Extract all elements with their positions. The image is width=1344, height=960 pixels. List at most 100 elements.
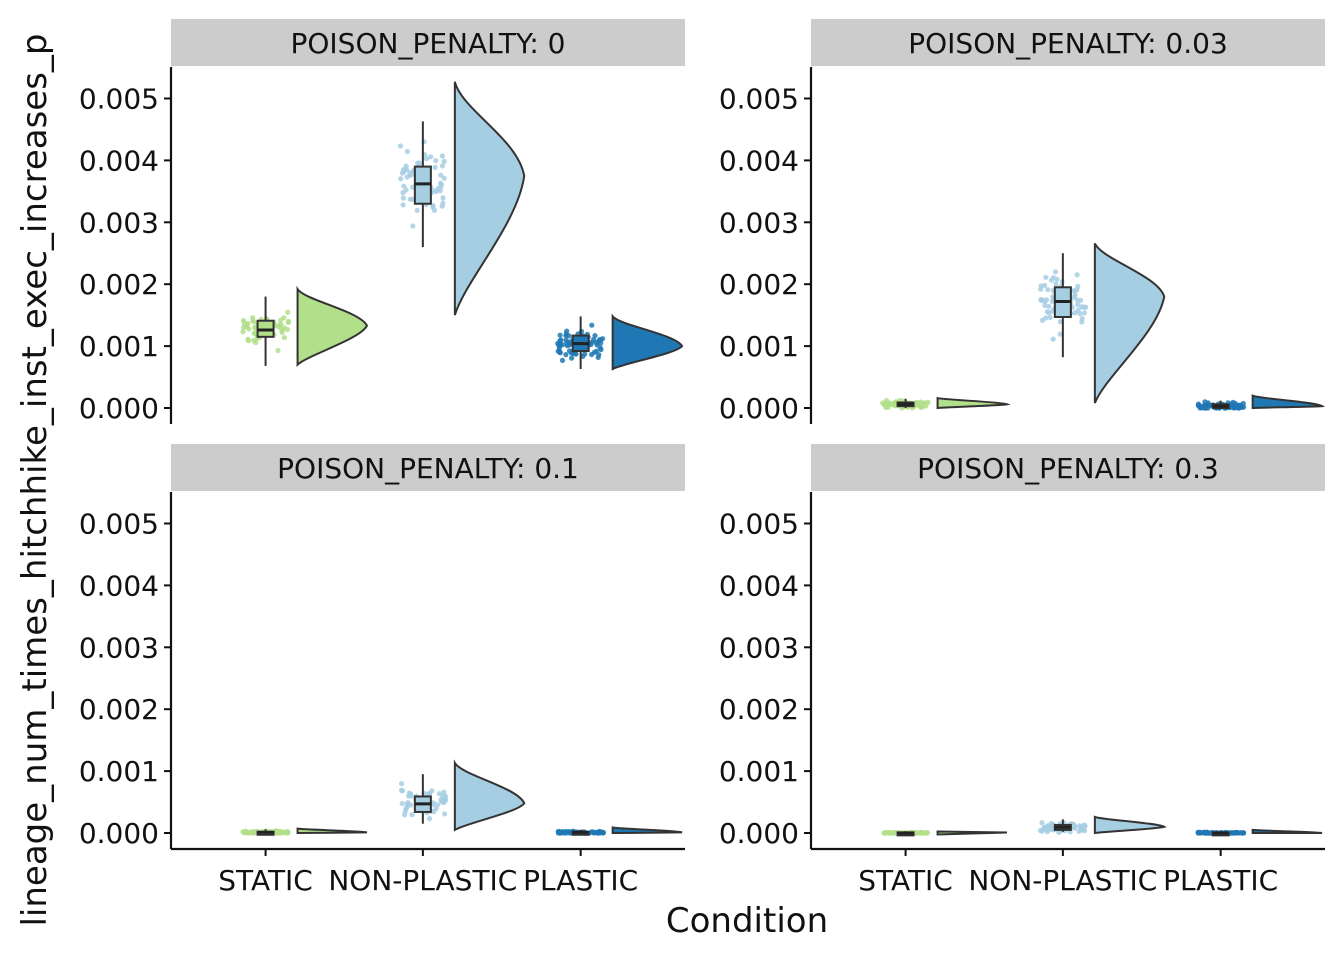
data-point [1053,281,1059,287]
data-point [559,357,566,363]
data-point [1047,826,1053,832]
group-plastic [555,313,684,371]
data-point [397,143,403,149]
data-point [428,154,434,160]
data-point [241,320,247,326]
data-point [400,195,406,201]
data-point [400,202,406,208]
group-static: STATIC [218,827,368,897]
facet-strip-label: POISON_PENALTY: 0.1 [277,452,579,485]
data-point [1082,828,1088,834]
data-point [915,830,921,836]
y-tick-label: 0.003 [719,631,799,664]
y-tick-label: 0.005 [79,508,159,541]
x-tick-label: STATIC [858,864,953,897]
data-point [285,318,292,324]
y-tick-label: 0.001 [79,330,159,363]
data-point [924,830,931,836]
data-point [410,223,416,229]
data-point [1202,403,1208,409]
data-point [443,797,449,803]
data-point [407,196,413,202]
facet-strip-label: POISON_PENALTY: 0.03 [908,27,1228,60]
data-point [440,200,446,206]
data-point [569,355,575,361]
data-point [441,158,447,164]
x-tick-label: PLASTIC [1163,864,1278,897]
y-tick-label: 0.000 [719,817,799,850]
data-point [1043,274,1049,280]
data-point [424,156,430,162]
facet-strip [811,444,1325,491]
violin-half [936,830,1007,836]
data-point [417,160,423,166]
y-tick-label: 0.003 [79,631,159,664]
data-point [1052,269,1059,275]
data-point [558,337,564,343]
data-point [275,347,281,354]
data-point [556,348,562,354]
y-tick-label: 0.001 [719,755,799,788]
data-point [401,167,407,173]
data-point [556,829,562,835]
x-axis-label: Condition [666,901,828,941]
group-static [240,285,369,367]
data-point [440,195,446,201]
facet-panel: POISON_PENALTY: 0.3 0.000 0.001 0.002 0.003 0… [719,444,1325,897]
data-point [1057,319,1063,325]
violin-half [611,826,683,835]
data-point [250,318,256,325]
facet-strip-label: POISON_PENALTY: 0.3 [917,452,1219,485]
data-point [442,811,448,817]
data-point [440,793,446,799]
data-point [1050,336,1056,342]
data-point [1039,820,1045,826]
data-point [1038,297,1044,303]
data-point [1083,304,1089,310]
data-point [404,148,410,155]
y-tick-label: 0.001 [79,755,159,788]
data-point [439,153,445,159]
data-point [252,324,258,330]
violin-half [1251,394,1326,410]
group-plastic [1195,394,1326,411]
data-point [1043,826,1049,832]
data-point [1197,830,1203,836]
y-tick-label: 0.004 [79,569,159,602]
group-non-plastic [397,81,526,316]
data-point [399,800,405,807]
facet-strip [811,19,1325,66]
y-tick-label: 0.001 [719,330,799,363]
data-point [402,809,408,815]
data-point [1037,827,1044,834]
y-tick-label: 0.002 [79,268,159,301]
data-point [1239,830,1245,836]
data-point [1047,314,1053,321]
data-point [598,340,604,346]
data-point [1070,288,1077,294]
data-point [406,790,412,796]
data-point [401,183,407,189]
data-point [589,829,595,835]
data-point [599,829,605,835]
data-point [582,351,588,357]
x-tick-label: STATIC [218,864,313,897]
violin-half [1093,815,1167,835]
data-point [1235,830,1241,836]
data-point [399,781,405,787]
y-tick-label: 0.005 [79,83,159,116]
data-point [1054,276,1060,282]
data-point [1075,307,1081,313]
data-point [245,338,252,344]
data-point [887,830,894,836]
data-point [915,400,921,406]
violin-half [1093,242,1166,404]
data-point [240,329,246,335]
data-point [1231,405,1237,411]
y-tick-label: 0.000 [79,392,159,425]
violin-half [453,81,526,316]
data-point [1049,308,1055,314]
data-point [281,335,287,341]
data-point [281,315,287,321]
data-point [285,309,291,315]
